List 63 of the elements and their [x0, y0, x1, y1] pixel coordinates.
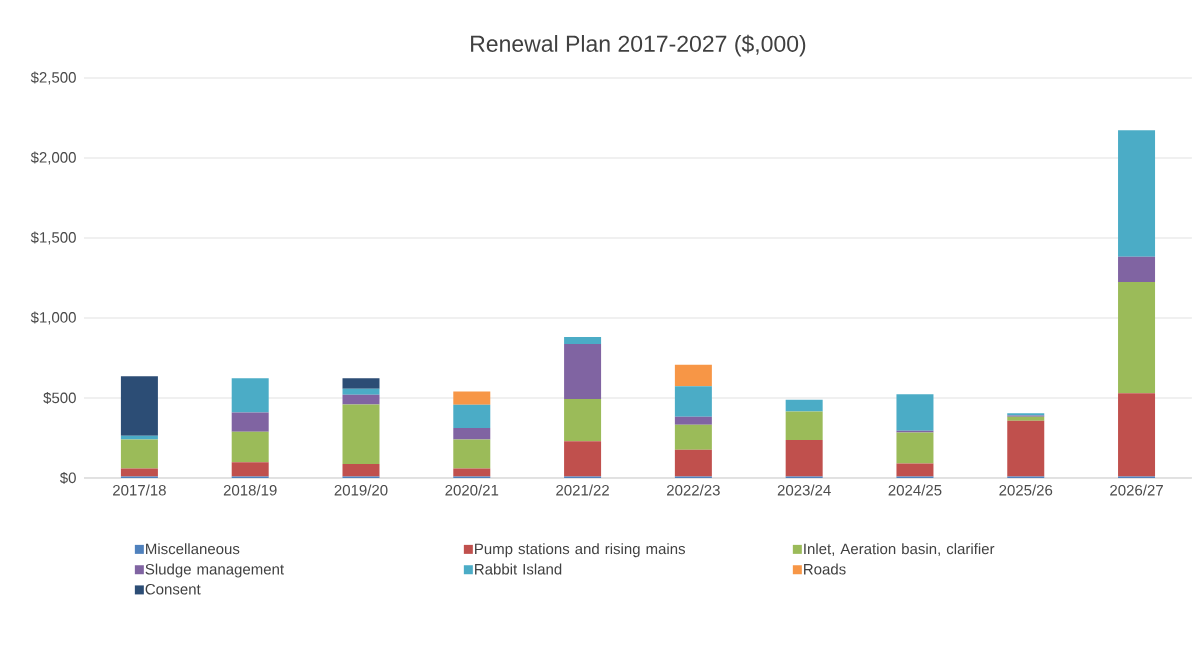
bar [120, 435, 158, 440]
x-tick-label: 2018/19 [223, 484, 277, 496]
bar [120, 439, 158, 469]
x-tick-label: 2019/20 [334, 484, 388, 496]
bar [342, 404, 380, 465]
bar [896, 463, 934, 477]
bar [231, 462, 269, 477]
bar [120, 376, 158, 436]
bar [674, 386, 712, 417]
bar [896, 394, 934, 431]
bar [453, 468, 491, 477]
bar [342, 394, 380, 405]
x-tick-label: 2023/24 [777, 484, 831, 496]
bar [453, 439, 491, 469]
legend-label: Roads [804, 563, 846, 575]
x-tick-label: 2022/23 [667, 484, 720, 496]
x-tick-label: 2020/21 [445, 484, 499, 496]
bar [231, 378, 269, 413]
legend-label: Rabbit Island [475, 563, 562, 575]
legend-label: Consent [145, 583, 201, 595]
bar [674, 424, 712, 450]
bar [453, 404, 491, 428]
bar [453, 391, 491, 405]
bar [674, 416, 712, 425]
y-tick-label: $0 [59, 471, 76, 485]
bar [785, 411, 823, 440]
bar [231, 412, 269, 432]
legend-label: Miscellaneous [146, 543, 240, 555]
chart-title: Renewal Plan 2017-2027 ($,000) [471, 34, 806, 57]
bar [564, 441, 602, 477]
bar [564, 337, 602, 345]
x-tick-label: 2024/25 [888, 484, 942, 496]
bar [1007, 416, 1045, 421]
legend-label: Pump stations and rising mains [475, 543, 686, 558]
x-tick-label: 2025/26 [999, 484, 1053, 496]
bar [896, 432, 934, 464]
bar [564, 344, 602, 400]
x-tick-label: 2021/22 [556, 484, 609, 496]
bar [231, 431, 269, 463]
bar [674, 364, 712, 387]
x-tick-label: 2017/18 [113, 484, 166, 496]
y-tick-label: $2,000 [30, 151, 76, 165]
bar [120, 468, 158, 477]
bar [674, 449, 712, 477]
y-tick-label: $500 [43, 391, 76, 405]
bar [785, 439, 823, 477]
y-tick-label: $2,500 [30, 71, 76, 85]
legend-label: Sludge management [145, 563, 284, 578]
x-tick-label: 2026/27 [1110, 484, 1163, 496]
y-tick-label: $1,500 [30, 231, 76, 245]
bar [1007, 420, 1045, 477]
legend-label: Inlet, Aeration basin, clarifier [804, 543, 995, 556]
bar [1118, 130, 1156, 257]
bar [342, 378, 380, 389]
bar [1118, 393, 1156, 477]
bar [453, 427, 491, 440]
bar [342, 388, 380, 395]
bar [1118, 281, 1156, 394]
bar [564, 399, 602, 442]
bar [342, 464, 380, 477]
y-tick-label: $1,000 [30, 311, 76, 325]
bar [785, 399, 823, 412]
bar [1118, 256, 1156, 282]
